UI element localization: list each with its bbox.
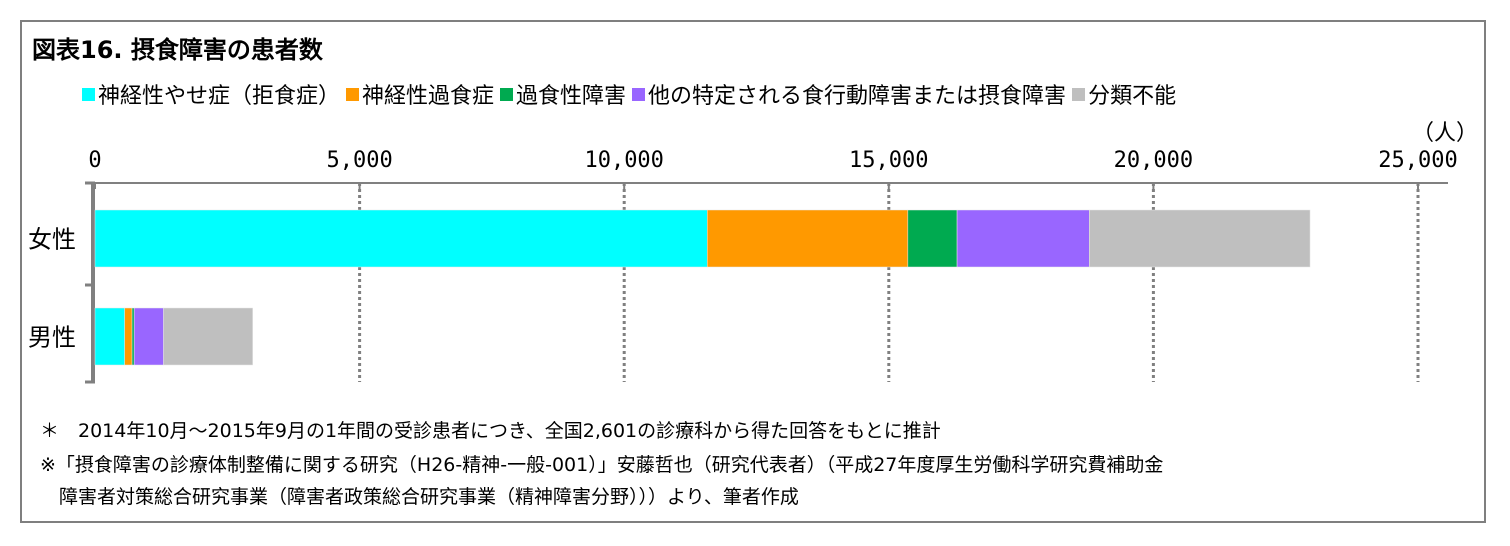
legend: 神経性やせ症（拒食症） 神経性過食症 過食性障害 他の特定される食行動障害または摂食障… <box>82 78 1176 110</box>
x-tick-label: 10,000 <box>584 148 663 173</box>
legend-label: 神経性過食症 <box>362 84 495 109</box>
footnote-1: ＊ 2014年10月～2015年9月の1年間の受診患者につき、全国2,601の診… <box>40 420 941 442</box>
bar-segment <box>956 209 1090 268</box>
x-tick-label: 5,000 <box>326 148 392 173</box>
legend-swatch <box>346 87 360 101</box>
unit-label: （人） <box>1412 121 1478 146</box>
legend-label: 過食性障害 <box>516 84 627 109</box>
bar-segment <box>707 209 909 268</box>
legend-item: 過食性障害 <box>500 78 626 110</box>
bar-segment <box>94 307 125 366</box>
legend-swatch <box>1072 87 1086 101</box>
legend-swatch <box>82 87 95 101</box>
bar-segment <box>124 307 133 366</box>
x-tick-label: 15,000 <box>849 148 928 173</box>
legend-item: 分類不能 <box>1072 78 1176 110</box>
x-tick-label: 25,000 <box>1378 148 1457 173</box>
legend-swatch <box>632 87 646 101</box>
bar-segment <box>163 307 253 366</box>
legend-item: 他の特定される食行動障害または摂食障害 <box>632 78 1066 110</box>
category-label: 女性 <box>28 226 76 254</box>
chart-title: 図表16. 摂食障害の患者数 <box>32 36 323 64</box>
legend-swatch <box>500 87 514 101</box>
legend-label: 神経性やせ症（拒食症） <box>98 84 341 109</box>
footnote-2: ※「摂食障害の診療体制整備に関する研究（H26-精神-一般-001）」安藤哲也（… <box>40 454 1164 476</box>
legend-label: 分類不能 <box>1088 84 1177 109</box>
footnote-3: 障害者対策総合研究事業（障害者政策総合研究事業（精神障害分野）））より、筆者作成 <box>40 486 799 508</box>
chart-frame <box>20 20 1486 523</box>
legend-label: 他の特定される食行動障害または摂食障害 <box>648 84 1067 109</box>
x-tick-label: 0 <box>88 148 101 173</box>
bar-segment <box>94 209 708 268</box>
category-label: 男性 <box>28 324 76 352</box>
legend-item: 神経性やせ症（拒食症） <box>82 78 340 110</box>
x-tick-label: 20,000 <box>1114 148 1193 173</box>
bar-segment <box>133 307 164 366</box>
bar-segment <box>1089 209 1311 268</box>
bar-segment <box>907 209 958 268</box>
legend-item: 神経性過食症 <box>346 78 494 110</box>
bar-segment <box>131 307 135 366</box>
